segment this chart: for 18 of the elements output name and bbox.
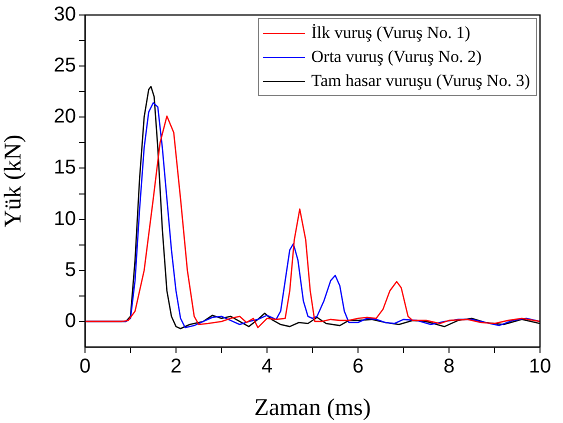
legend-label: Tam hasar vuruşu (Vuruş No. 3) — [311, 70, 530, 92]
y-axis-title: Yük (kN) — [0, 134, 27, 228]
y-tick-label: 15 — [54, 156, 76, 179]
x-tick-label: 6 — [352, 356, 364, 378]
x-tick-label: 10 — [528, 356, 552, 378]
x-tick-label: 2 — [170, 356, 182, 378]
y-tick-label: 30 — [54, 4, 76, 26]
x-axis-title: Zaman (ms) — [254, 394, 371, 421]
x-tick-label: 0 — [79, 356, 91, 378]
y-tick-label: 20 — [54, 106, 76, 128]
y-tick-label: 5 — [64, 258, 76, 281]
legend-label: İlk vuruş (Vuruş No. 1) — [311, 22, 470, 44]
legend-label: Orta vuruş (Vuruş No. 2) — [311, 46, 482, 68]
x-tick-label: 8 — [443, 356, 455, 378]
y-tick-label: 25 — [54, 54, 76, 77]
y-tick-label: 0 — [64, 310, 76, 332]
y-tick-label: 10 — [54, 208, 76, 230]
x-tick-label: 4 — [261, 356, 273, 378]
